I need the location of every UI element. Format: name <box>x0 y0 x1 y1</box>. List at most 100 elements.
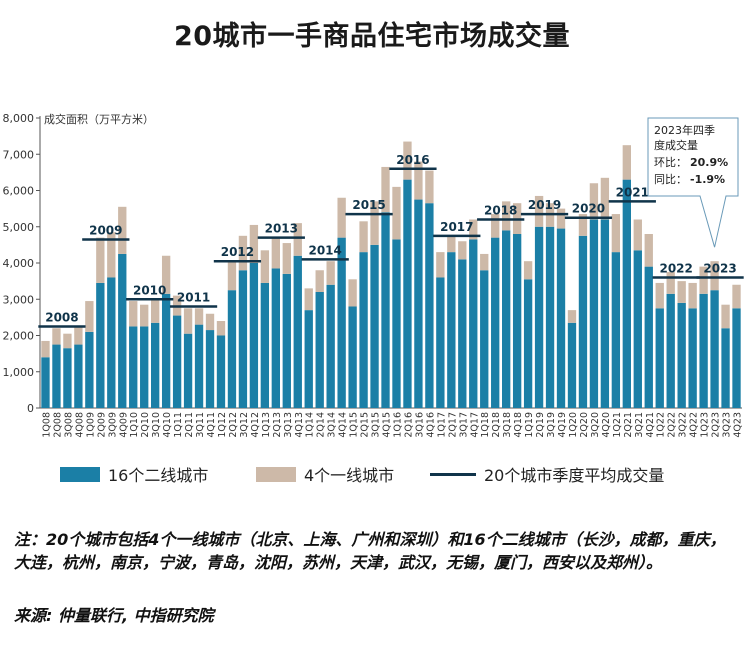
x-tick-label: 4Q16 <box>425 412 436 438</box>
bar-first-tier <box>326 261 335 285</box>
x-tick-label: 1Q16 <box>392 412 403 438</box>
bar-first-tier <box>458 241 467 260</box>
bar-second-tier <box>699 293 708 408</box>
bar-second-tier <box>578 235 588 408</box>
y-tick-label: 0 <box>27 402 34 415</box>
bar-first-tier <box>688 282 697 309</box>
annotation-line-label: 环比： <box>654 156 687 169</box>
bar-second-tier <box>589 219 599 408</box>
bar-first-tier <box>260 250 270 283</box>
annotation-callout <box>647 117 739 248</box>
x-tick-label: 2Q22 <box>667 412 678 438</box>
bar-first-tier <box>151 299 160 323</box>
bar-second-tier <box>600 219 610 408</box>
bar-second-tier <box>118 253 127 408</box>
year-label: 2014 <box>308 243 341 257</box>
bar-first-tier <box>600 177 610 220</box>
bar-second-tier <box>151 322 160 408</box>
y-tick-label: 4,000 <box>3 257 35 270</box>
y-tick-label: 2,000 <box>3 330 35 343</box>
x-tick-label: 3Q16 <box>414 412 425 438</box>
x-tick-label: 2Q10 <box>140 412 151 438</box>
bar-second-tier <box>41 357 50 408</box>
bar-first-tier <box>96 237 105 283</box>
x-tick-label: 3Q10 <box>151 412 162 438</box>
x-tick-label: 3Q15 <box>371 412 382 438</box>
x-tick-label: 1Q10 <box>129 412 140 438</box>
bar-first-tier <box>381 166 390 213</box>
x-tick-label: 1Q21 <box>612 412 623 438</box>
x-tick-label: 1Q08 <box>41 412 52 438</box>
bar-second-tier <box>107 277 116 408</box>
bar-second-tier <box>611 252 621 408</box>
bar-first-tier <box>556 208 566 229</box>
x-tick-label: 3Q11 <box>195 412 206 438</box>
x-tick-label: 1Q19 <box>524 412 535 438</box>
bar-second-tier <box>227 290 237 408</box>
bar-first-tier <box>359 221 368 253</box>
x-tick-label: 2Q20 <box>579 412 590 438</box>
bar-first-tier <box>523 261 533 280</box>
bar-first-tier <box>403 141 412 180</box>
bar-second-tier <box>469 239 478 408</box>
x-tick-label: 2Q23 <box>711 412 722 438</box>
bar-first-tier <box>63 333 72 349</box>
bar-second-tier <box>161 293 171 408</box>
bar-second-tier <box>85 331 94 408</box>
source-note: 来源: 仲量联行, 中指研究院 <box>14 606 214 625</box>
x-tick-label: 2Q12 <box>228 412 239 438</box>
legend-swatch-average <box>430 472 476 476</box>
bar-first-tier <box>161 255 171 294</box>
bar-second-tier <box>370 244 379 408</box>
bar-first-tier <box>633 219 642 251</box>
bar-first-tier <box>425 170 434 204</box>
bar-second-tier <box>688 308 697 408</box>
bar-first-tier <box>655 282 664 309</box>
footnote: 注：20个城市包括4个一线城市（北京、上海、广州和深圳）和16个二线城市（长沙，… <box>14 530 726 572</box>
x-tick-label: 3Q23 <box>722 412 733 438</box>
year-label: 2013 <box>265 222 298 236</box>
bar-first-tier <box>282 243 291 274</box>
bar-second-tier <box>491 237 500 408</box>
bar-first-tier <box>315 270 324 292</box>
x-tick-label: 1Q15 <box>349 412 360 438</box>
bar-first-tier <box>238 235 248 271</box>
bar-second-tier <box>238 270 248 408</box>
bar-second-tier <box>216 335 226 408</box>
bar-second-tier <box>534 226 544 408</box>
x-tick-label: 4Q12 <box>250 412 261 438</box>
annotation-line-value: -1.9% <box>690 173 725 186</box>
x-tick-label: 4Q15 <box>382 412 393 438</box>
x-tick-label: 1Q20 <box>568 412 579 438</box>
year-label: 2011 <box>177 291 210 305</box>
bar-second-tier <box>140 326 149 408</box>
bar-second-tier <box>436 277 445 408</box>
bar-second-tier <box>172 315 182 408</box>
bar-second-tier <box>194 324 204 408</box>
bar-second-tier <box>512 234 522 408</box>
bar-first-tier <box>183 308 193 334</box>
x-tick-label: 3Q18 <box>502 412 513 438</box>
bar-second-tier <box>249 263 259 408</box>
bar-second-tier <box>392 239 401 408</box>
bar-second-tier <box>381 212 390 408</box>
x-tick-label: 1Q17 <box>436 412 447 438</box>
bar-second-tier <box>403 179 412 408</box>
bar-first-tier <box>677 281 686 303</box>
y-axis-label: 成交面积（万平方米） <box>44 112 154 126</box>
bar-first-tier <box>721 304 730 329</box>
bar-second-tier <box>271 268 280 408</box>
bar-first-tier <box>589 183 599 220</box>
bar-second-tier <box>63 348 72 408</box>
bar-second-tier <box>183 333 193 408</box>
bar-first-tier <box>52 328 61 345</box>
year-label: 2015 <box>352 198 385 212</box>
bar-first-tier <box>392 186 401 240</box>
bar-second-tier <box>425 203 434 408</box>
x-tick-label: 3Q20 <box>590 412 601 438</box>
bar-second-tier <box>644 266 653 408</box>
bar-first-tier <box>644 234 653 267</box>
x-tick-label: 3Q09 <box>107 412 118 438</box>
bar-second-tier <box>260 282 270 408</box>
x-tick-label: 4Q11 <box>206 412 217 438</box>
